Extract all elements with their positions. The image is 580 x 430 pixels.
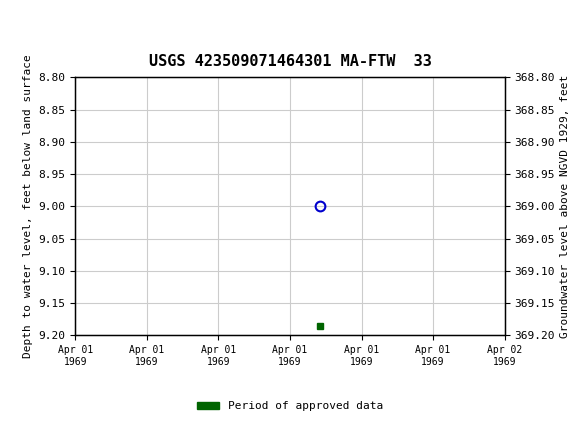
Title: USGS 423509071464301 MA-FTW  33: USGS 423509071464301 MA-FTW 33 — [148, 54, 432, 69]
Text: ▓USGS: ▓USGS — [12, 13, 78, 39]
Legend: Period of approved data: Period of approved data — [193, 397, 387, 416]
Y-axis label: Groundwater level above NGVD 1929, feet: Groundwater level above NGVD 1929, feet — [560, 75, 570, 338]
Y-axis label: Depth to water level, feet below land surface: Depth to water level, feet below land su… — [23, 55, 33, 358]
